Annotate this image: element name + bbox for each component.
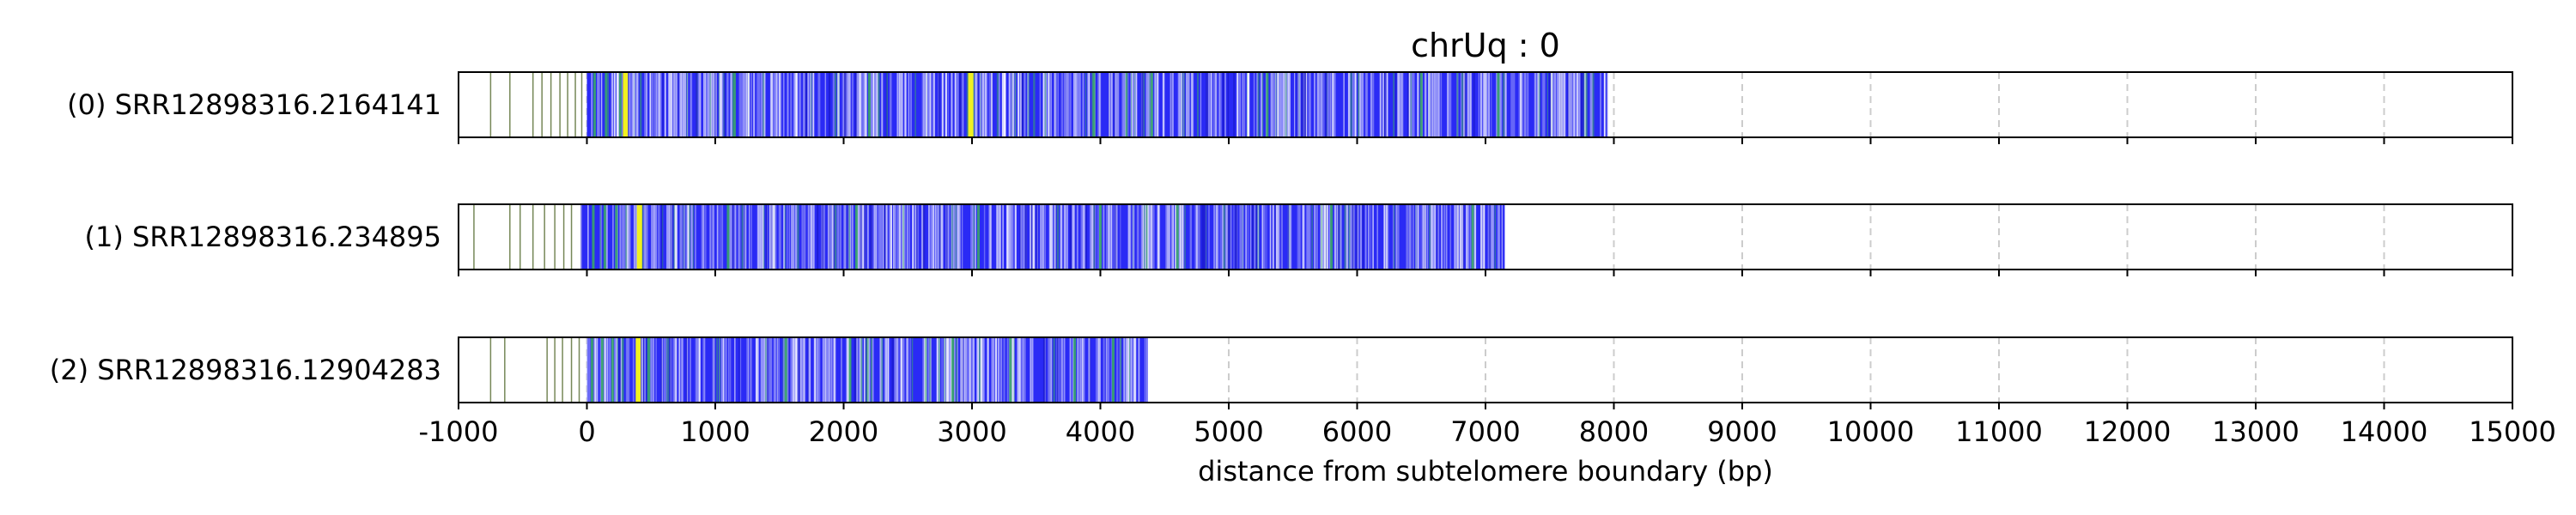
chart-title: chrUq : 0	[1411, 27, 1560, 64]
x-tick-label: 7000	[1450, 415, 1520, 448]
read-row: (2) SRR12898316.12904283	[50, 336, 2513, 409]
reads-group: (0) SRR12898316.2164141 (1) SRR12898316.2…	[50, 71, 2513, 409]
x-tick-label: 3000	[937, 415, 1006, 448]
x-tick-label: 4000	[1066, 415, 1135, 448]
read-label: (2) SRR12898316.12904283	[50, 354, 441, 386]
x-tick-label: 10000	[1827, 415, 1915, 448]
x-tick-label: 13000	[2212, 415, 2300, 448]
x-tick-label: 12000	[2084, 415, 2172, 448]
x-tick-label: 5000	[1194, 415, 1263, 448]
x-axis: -1000 0 1000 2000 3000 4000 5000 6000 7000 8000 90…	[419, 415, 2556, 448]
x-tick-label: 1000	[680, 415, 750, 448]
x-axis-label: distance from subtelomere boundary (bp)	[1198, 455, 1773, 488]
x-tick-label: 2000	[809, 415, 878, 448]
x-tick-label: 14000	[2341, 415, 2428, 448]
read-label: (0) SRR12898316.2164141	[67, 88, 441, 121]
read-label: (1) SRR12898316.234895	[85, 221, 441, 253]
x-tick-label: 6000	[1322, 415, 1392, 448]
x-tick-label: 0	[578, 415, 595, 448]
read-row: (0) SRR12898316.2164141	[67, 71, 2513, 144]
x-tick-label: 11000	[1955, 415, 2043, 448]
x-tick-label: -1000	[419, 415, 499, 448]
x-tick-label: 8000	[1579, 415, 1649, 448]
x-tick-label: 15000	[2469, 415, 2556, 448]
read-row: (1) SRR12898316.234895	[85, 203, 2513, 276]
x-tick-label: 9000	[1707, 415, 1777, 448]
